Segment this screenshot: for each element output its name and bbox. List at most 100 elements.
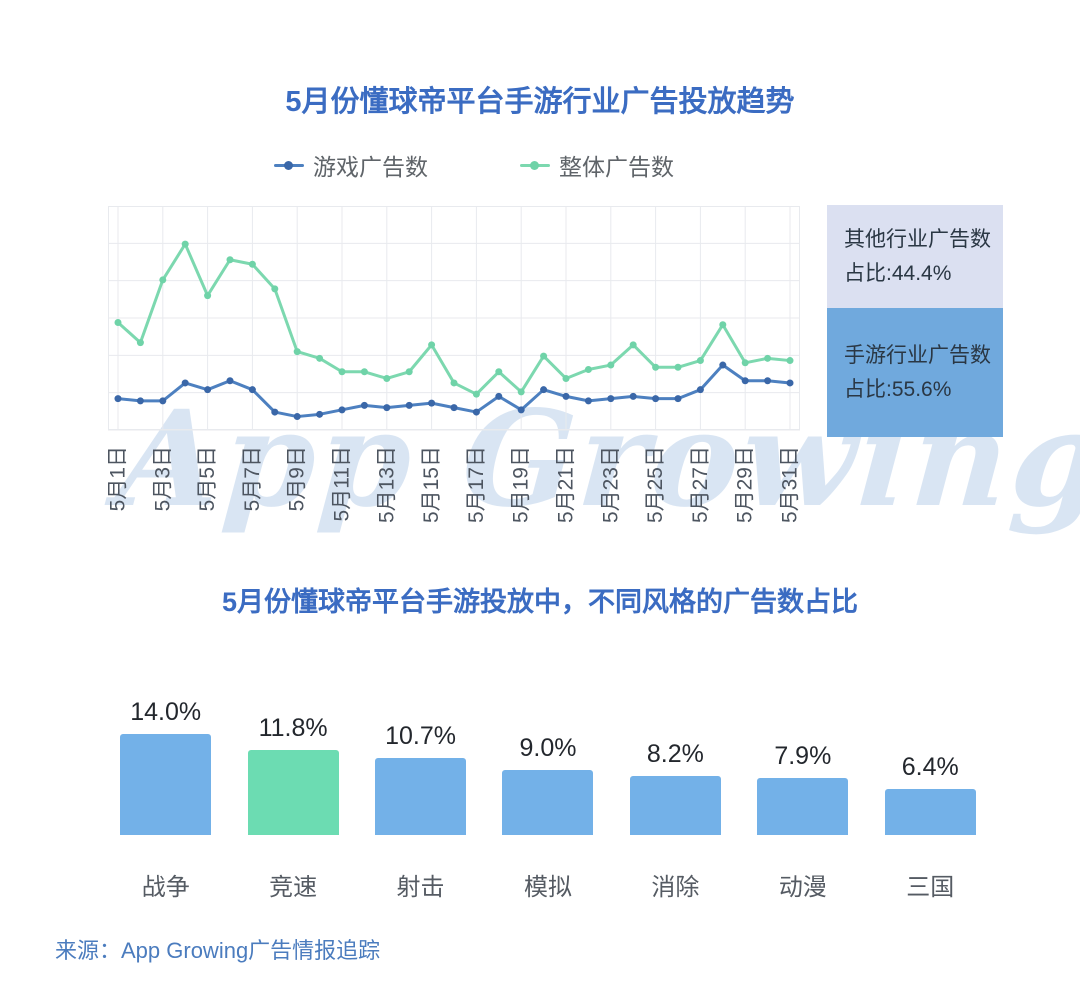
data-point [114, 318, 122, 326]
data-point [674, 395, 682, 403]
bar-value-label: 11.8% [258, 714, 328, 743]
data-point [383, 404, 391, 412]
data-point [338, 368, 346, 376]
style-bar-chart: 14.0% 战争 11.8% 竞速 10.7% 射击 9.0% 模拟 8.2% 消除 7.9% 动漫 6… [102, 688, 994, 902]
data-point [450, 379, 458, 387]
data-point [338, 406, 346, 414]
x-tick-label: 5月15日 [420, 446, 443, 523]
data-point [472, 390, 480, 398]
data-point [271, 408, 279, 416]
x-tick-label: 5月23日 [599, 446, 622, 523]
line-marker-icon [520, 160, 550, 170]
data-point [204, 386, 212, 394]
dot-icon [530, 160, 539, 170]
bar-category-label: 射击 [396, 874, 445, 901]
trend-chart-title: 5月份懂球帝平台手游行业广告投放趋势 [285, 86, 795, 118]
bar [247, 750, 339, 835]
bar-column: 6.4% 三国 [867, 688, 994, 902]
bar-category-label: 三国 [906, 874, 955, 901]
x-tick-label: 5月11日 [331, 446, 354, 521]
legend-item-overall-ads: 整体广告数 [520, 148, 674, 182]
bar [884, 788, 976, 835]
bar [120, 734, 212, 835]
bar-category-label: 模拟 [523, 874, 572, 901]
data-point [136, 397, 144, 405]
trend-chart-legend: 游戏广告数 整体广告数 [0, 148, 1014, 182]
data-point [607, 361, 615, 369]
data-point [629, 341, 637, 349]
dot-icon [284, 160, 293, 170]
data-point [741, 359, 749, 367]
bar [629, 775, 721, 835]
line-marker-icon [274, 160, 304, 170]
x-tick-label: 5月9日 [286, 446, 309, 511]
legend-item-game-ads: 游戏广告数 [274, 148, 428, 182]
data-point [741, 377, 749, 385]
share-box-title: 手游行业广告数 [844, 343, 991, 367]
share-box-other-industries: 其他行业广告数 占比:44.4% [827, 205, 1003, 308]
bar-value-label: 6.4% [901, 752, 959, 781]
plot-border [108, 206, 800, 430]
data-point [517, 406, 525, 414]
data-point [562, 392, 570, 400]
share-box-mobile-games: 手游行业广告数 占比:55.6% [827, 308, 1003, 437]
data-point [204, 292, 212, 300]
x-tick-label: 5月29日 [734, 446, 757, 523]
source-text: 来源：App Growing广告情报追踪 [55, 938, 381, 963]
bar-value-label: 14.0% [130, 698, 202, 727]
data-point [226, 377, 234, 385]
x-tick-label: 5月5日 [196, 446, 219, 511]
data-point [696, 357, 704, 365]
data-point [226, 256, 234, 264]
data-point [562, 374, 570, 382]
bar-category-label: 战争 [141, 874, 190, 901]
data-point [428, 341, 436, 349]
bar-column: 14.0% 战争 [102, 688, 229, 902]
data-point [271, 285, 279, 293]
x-tick-label: 5月3日 [151, 446, 174, 511]
data-point [428, 399, 436, 407]
data-point [584, 366, 592, 374]
data-point [540, 386, 548, 394]
data-point [405, 401, 413, 409]
data-point [316, 354, 324, 362]
data-point [607, 395, 615, 403]
data-point [517, 388, 525, 396]
data-point [159, 276, 167, 284]
bar-category-label: 动漫 [778, 874, 827, 901]
data-point [405, 368, 413, 376]
data-point [719, 361, 727, 369]
style-chart-title: 5月份懂球帝平台手游投放中，不同风格的广告数占比 [221, 587, 858, 617]
data-point [652, 395, 660, 403]
x-tick-label: 5月13日 [375, 446, 398, 523]
x-tick-label: 5月27日 [689, 446, 712, 523]
data-point [540, 352, 548, 360]
trend-line-chart: 5月1日 5月3日 5月5日 5月7日 5月9日 5月11日 5月13日 5月15日 5月17日… [108, 206, 801, 523]
x-tick-label: 5月19日 [510, 446, 533, 523]
x-tick-label: 5月7日 [241, 446, 264, 511]
legend-label: 整体广告数 [559, 154, 674, 180]
data-point [181, 240, 189, 248]
share-box-value: 占比:55.6% [844, 378, 952, 401]
data-point [652, 363, 660, 371]
bar-value-label: 7.9% [774, 742, 832, 771]
bar-value-label: 9.0% [519, 734, 577, 763]
bar-column: 11.8% 竞速 [229, 688, 356, 902]
x-tick-label: 5月25日 [644, 446, 667, 523]
data-point [629, 392, 637, 400]
x-tick-label: 5月31日 [779, 446, 801, 523]
x-tick-label: 5月17日 [465, 446, 488, 523]
bar-value-label: 8.2% [646, 739, 704, 768]
data-point [316, 410, 324, 418]
data-point [764, 354, 772, 362]
data-point [764, 377, 772, 385]
data-point [159, 397, 167, 405]
bar-column: 8.2% 消除 [612, 688, 739, 902]
industry-share-boxes: 其他行业广告数 占比:44.4% 手游行业广告数 占比:55.6% [827, 205, 1003, 437]
x-tick-label: 5月1日 [108, 446, 130, 511]
share-box-value: 占比:44.4% [844, 262, 952, 285]
bar-column: 9.0% 模拟 [484, 688, 611, 902]
data-point [293, 348, 301, 356]
data-point [248, 260, 256, 268]
data-point [786, 357, 794, 365]
